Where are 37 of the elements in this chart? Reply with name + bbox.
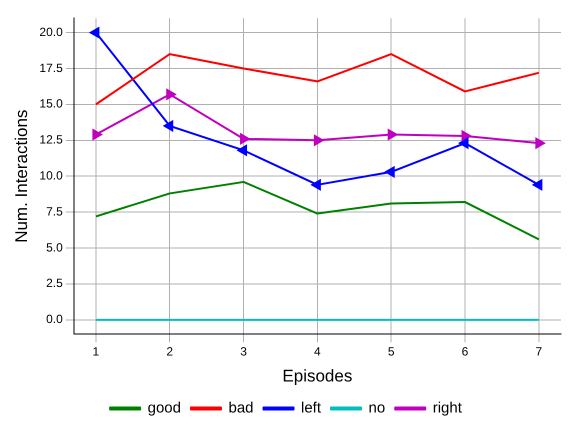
y-tick-label: 17.5	[39, 60, 64, 75]
point	[388, 129, 398, 140]
x-tick-label: 3	[240, 344, 248, 359]
y-tick-label: 15.0	[39, 96, 64, 111]
point	[240, 134, 250, 144]
legend-label: good	[148, 400, 181, 417]
point	[385, 166, 395, 178]
point	[164, 120, 174, 132]
y-tick-label: 10.0	[39, 168, 64, 183]
point	[532, 179, 542, 190]
point	[90, 27, 100, 38]
x-tick-label: 5	[388, 344, 395, 359]
legend-label: left	[301, 400, 322, 417]
point	[92, 129, 102, 140]
x-tick-label: 7	[536, 344, 543, 359]
point	[462, 130, 472, 142]
y-tick-label: 20.0	[39, 24, 64, 39]
point	[311, 179, 321, 190]
x-tick-label: 4	[314, 344, 322, 359]
y-tick-label: 7.5	[46, 204, 64, 218]
y-axis-title: Num. Interactions	[12, 110, 31, 243]
point	[314, 134, 324, 146]
y-tick-label: 5.0	[46, 240, 64, 254]
y-tick-label: 0.0	[46, 312, 64, 326]
point	[166, 88, 176, 100]
legend-label: right	[432, 400, 463, 417]
x-tick-label: 6	[462, 344, 469, 359]
legend-label: bad	[228, 400, 254, 417]
point	[238, 145, 248, 156]
y-tick-label: 12.5	[39, 132, 64, 147]
point	[535, 138, 545, 148]
legend-label: no	[368, 400, 386, 417]
x-tick-label: 2	[166, 344, 174, 359]
point	[459, 138, 469, 148]
x-axis-title: Episodes	[282, 366, 352, 386]
y-tick-label: 2.5	[46, 276, 64, 290]
x-tick-label: 1	[92, 344, 100, 359]
